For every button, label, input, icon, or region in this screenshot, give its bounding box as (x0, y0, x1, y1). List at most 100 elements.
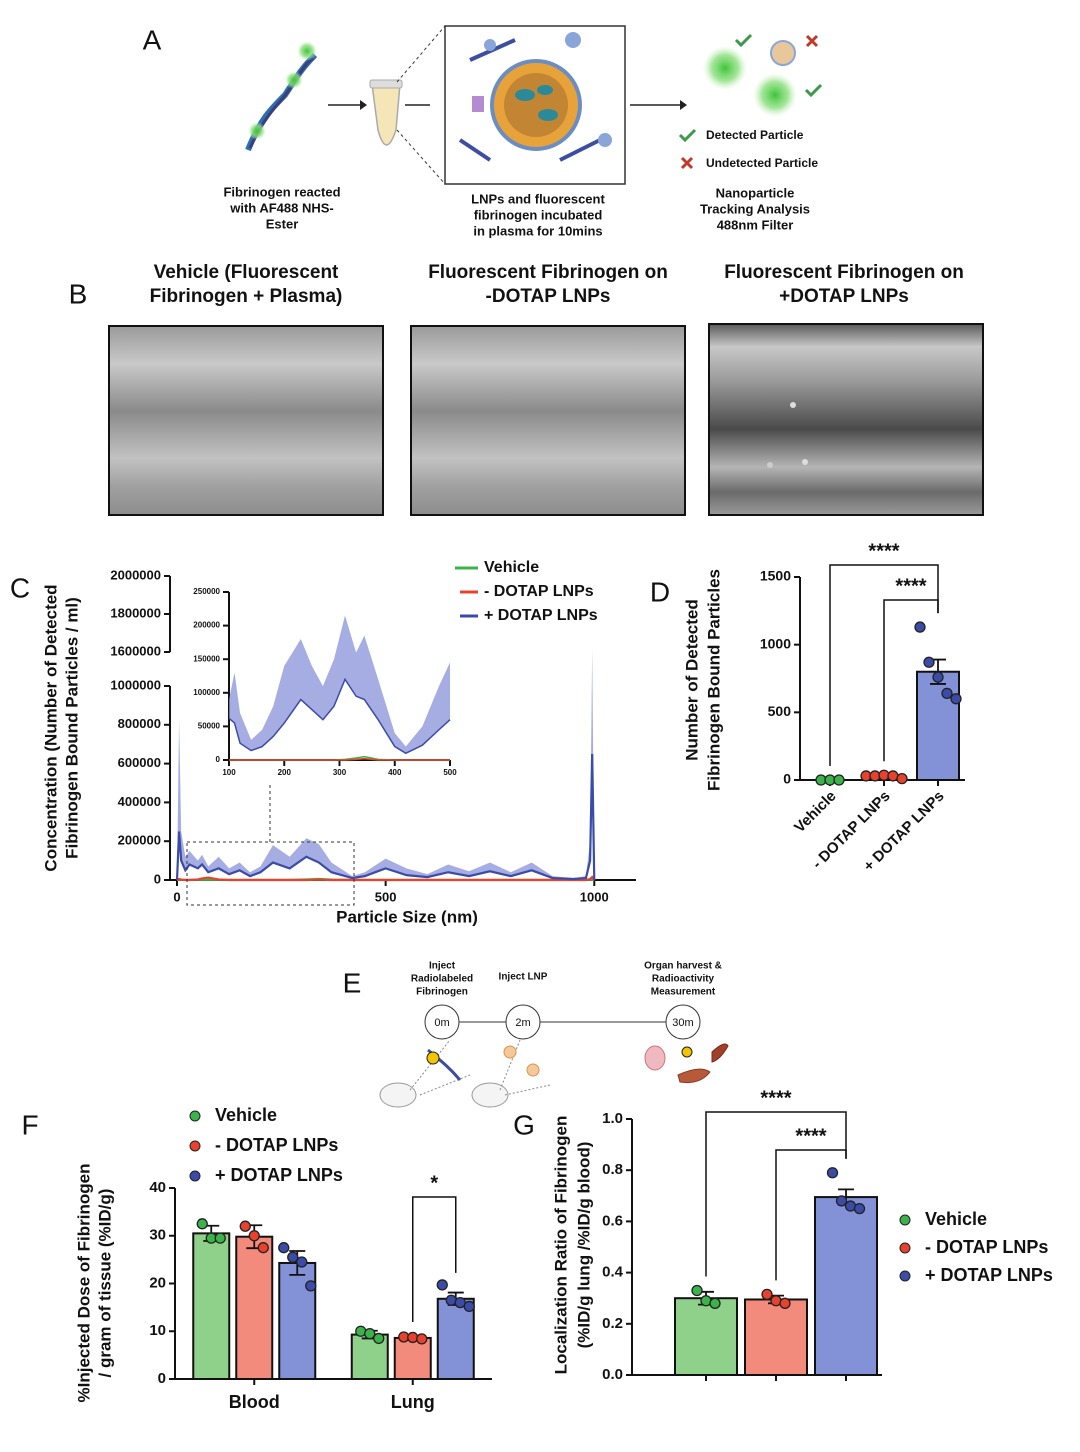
x-tick-label: 100 (222, 768, 236, 777)
data-point (835, 1195, 848, 1207)
data-point (239, 1220, 251, 1232)
step-text: Inject (429, 961, 456, 972)
time-label: 0m (434, 1017, 449, 1029)
step-text: Radiolabeled (411, 974, 473, 985)
data-point (248, 1230, 260, 1242)
step-text: Inject LNP (499, 972, 548, 983)
y-axis-label: (%ID/g lung /%ID/g blood) (574, 1142, 593, 1349)
significance-label: **** (868, 540, 899, 562)
y-axis-label: / gram of tissue (%ID/g) (95, 1189, 114, 1378)
x-tick-label: 500 (375, 889, 397, 904)
data-point (436, 1279, 448, 1291)
legend-label: Vehicle (925, 1209, 987, 1229)
significance-label: * (430, 1172, 438, 1194)
data-point (691, 1284, 703, 1297)
y-tick-label: 100000 (193, 688, 220, 697)
y-axis-label: %Injected Dose of Fibrinogen (74, 1164, 93, 1403)
step-text: fibrinogen incubated (474, 207, 603, 222)
data-point (416, 1333, 428, 1345)
bar (436, 1297, 475, 1381)
legend-label: + DOTAP LNPs (925, 1265, 1053, 1285)
legend-label: - DOTAP LNPs (484, 583, 594, 600)
image-title: Fluorescent Fibrinogen on (724, 262, 964, 283)
step-text: Ester (266, 216, 299, 231)
y-tick-label: 1800000 (110, 605, 161, 620)
legend-label: + DOTAP LNPs (484, 607, 598, 624)
y-tick-label: 400000 (118, 794, 161, 809)
y-tick-label: 250000 (193, 587, 220, 596)
image-title: Vehicle (Fluorescent (154, 262, 339, 283)
significance-bracket (883, 599, 939, 762)
bar (744, 1298, 808, 1376)
image-title: Fibrinogen + Plasma) (150, 286, 343, 307)
significance-label: **** (795, 1125, 826, 1147)
x-tick-label: 200 (278, 768, 292, 777)
significance-bracket (705, 1111, 847, 1277)
bar (192, 1232, 231, 1381)
y-tick-label: 30 (149, 1227, 166, 1244)
legend-marker (899, 1242, 911, 1254)
data-point (364, 1327, 376, 1340)
legend-label: Vehicle (215, 1105, 277, 1125)
series-line (176, 875, 596, 882)
legend-marker (189, 1140, 201, 1152)
y-tick-label: 0 (158, 1370, 166, 1387)
panel-label: A (143, 24, 162, 55)
legend-marker (899, 1270, 911, 1282)
step-text: Radioactivity (652, 974, 715, 985)
time-label: 2m (515, 1017, 530, 1029)
legend-label: + DOTAP LNPs (215, 1165, 343, 1185)
y-tick-label: 0 (154, 871, 161, 886)
y-tick-label: 20 (149, 1274, 166, 1291)
x-tick-label: 500 (443, 768, 457, 777)
time-label: 30m (672, 1017, 693, 1029)
x-tick-label: Lung (391, 1392, 435, 1412)
y-tick-label: 40 (149, 1179, 166, 1196)
data-point (950, 693, 962, 705)
panel-label: C (10, 572, 30, 603)
y-tick-label: 0.2 (602, 1315, 623, 1332)
data-point (214, 1232, 226, 1244)
significance-bracket (829, 564, 939, 766)
legend-marker (189, 1110, 201, 1122)
data-point (373, 1332, 385, 1345)
step-text: in plasma for 10mins (473, 223, 602, 238)
bar (916, 670, 960, 782)
y-tick-label: 0.6 (602, 1212, 623, 1229)
step-text: Measurement (651, 987, 716, 998)
y-tick-label: 10 (149, 1322, 166, 1339)
data-point (932, 671, 944, 683)
step-text: Fibrinogen reacted (223, 184, 340, 199)
y-axis-label: Fibrinogen Bound Particles / ml) (62, 597, 81, 859)
y-tick-label: 0 (216, 755, 221, 764)
panel-b-images (108, 323, 984, 516)
legend-text: Detected Particle (706, 128, 804, 142)
significance-bracket (775, 1149, 847, 1281)
panel-label: D (650, 576, 670, 607)
y-tick-label: 200000 (193, 621, 220, 630)
data-point (779, 1297, 791, 1309)
step-text: Tracking Analysis (700, 201, 810, 216)
step-text: Nanoparticle (716, 185, 795, 200)
data-point (463, 1300, 475, 1313)
data-point (709, 1297, 721, 1309)
y-tick-label: 0.0 (602, 1366, 623, 1383)
y-tick-label: 150000 (193, 654, 220, 663)
y-tick-label: 50000 (198, 722, 221, 731)
y-tick-label: 1600000 (110, 643, 161, 658)
x-tick-label: 1000 (580, 889, 609, 904)
data-point (833, 774, 845, 786)
bar (814, 1196, 878, 1376)
x-tick-label: Blood (229, 1392, 280, 1412)
step-text: 488nm Filter (717, 217, 794, 232)
image-title: Fluorescent Fibrinogen on (428, 262, 668, 283)
x-tick-label: 400 (388, 768, 402, 777)
data-point (761, 1288, 773, 1301)
y-axis-label: Fibrinogen Bound Particles (704, 569, 723, 791)
data-point (257, 1242, 269, 1254)
y-tick-label: 1000000 (110, 677, 161, 692)
panel-a-art (245, 25, 823, 185)
y-tick-label: 0.4 (602, 1264, 624, 1281)
